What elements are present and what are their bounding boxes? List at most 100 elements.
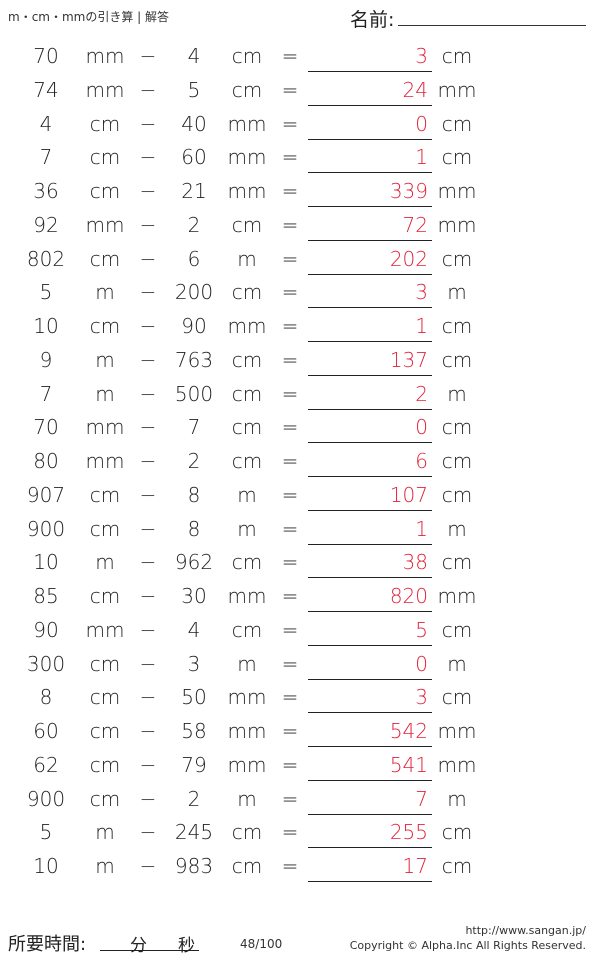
- first-number: 36: [33, 179, 59, 203]
- problem-row: 70 mm − 4 cm = 3 cm: [0, 39, 600, 73]
- second-unit: cm: [231, 617, 263, 642]
- second-number: 60: [181, 145, 207, 170]
- minus-sign: −: [139, 516, 157, 541]
- first-unit: cm: [89, 179, 121, 203]
- equals-sign: =: [281, 280, 299, 305]
- minus-sign: −: [139, 820, 157, 845]
- answer: 3: [415, 44, 428, 68]
- problem-row: 10 cm −90 mm = 1 cm: [0, 309, 600, 343]
- second-number: 7: [187, 415, 201, 440]
- copyright: Copyright © Alpha.Inc All Rights Reserve…: [349, 939, 586, 952]
- answer-line: [308, 746, 432, 747]
- second-number: 2: [187, 786, 201, 811]
- problem-row: 90 mm − 4 cm = 5 cm: [0, 613, 600, 647]
- second-unit: cm: [231, 854, 263, 878]
- minus-sign: −: [139, 111, 157, 136]
- minutes-label: 分: [130, 936, 147, 956]
- answer: 0: [415, 111, 428, 136]
- equals-sign: =: [281, 145, 299, 170]
- answer: 3: [415, 280, 428, 305]
- equals-sign: =: [281, 752, 299, 777]
- answer-line: [308, 341, 432, 342]
- problem-row: 5 m −200 cm = 3 m: [0, 275, 600, 309]
- problem-row: 7 cm −60 mm = 1 cm: [0, 140, 600, 174]
- problem-row: 907 cm −8 m = 107 cm: [0, 478, 600, 512]
- first-unit: m: [95, 347, 115, 372]
- second-number: 4: [187, 617, 201, 642]
- answer: 24: [402, 77, 428, 102]
- answer-unit: m: [447, 280, 467, 305]
- answer-unit: mm: [437, 752, 477, 777]
- answer-unit: cm: [441, 246, 473, 271]
- minus-sign: −: [139, 145, 157, 170]
- answer-line: [308, 813, 432, 815]
- site-url[interactable]: http://www.sangan.jp/: [465, 924, 586, 937]
- first-number: 4: [39, 111, 53, 136]
- second-number: 962: [174, 550, 214, 575]
- answer: 820: [389, 584, 428, 608]
- answer: 5: [415, 617, 428, 642]
- problem-row: 10 m −962 cm = 38 cm: [0, 545, 600, 579]
- answer: 255: [389, 820, 428, 845]
- second-unit: m: [237, 786, 257, 811]
- second-number: 8: [187, 516, 201, 541]
- problem-row: 36 cm −21 mm = 339 mm: [0, 174, 600, 208]
- minus-sign: −: [139, 685, 157, 710]
- minus-sign: −: [139, 347, 157, 372]
- first-unit: m: [95, 550, 115, 575]
- minus-sign: −: [139, 381, 157, 406]
- second-number: 40: [181, 111, 207, 136]
- minus-sign: −: [139, 854, 157, 878]
- minus-sign: −: [139, 550, 157, 575]
- worksheet-title: m・cm・mmの引き算 | 解答: [8, 10, 170, 24]
- problem-row: 802 cm −6 m = 202 cm: [0, 242, 600, 276]
- second-unit: mm: [227, 111, 267, 136]
- first-unit: cm: [89, 314, 121, 338]
- answer: 0: [415, 651, 428, 676]
- minus-sign: −: [139, 314, 157, 338]
- second-number: 2: [187, 212, 201, 237]
- first-unit: cm: [89, 516, 121, 541]
- answer-line: [308, 509, 432, 511]
- second-number: 2: [187, 449, 201, 473]
- second-unit: cm: [231, 415, 263, 440]
- first-number: 8: [39, 685, 53, 710]
- answer: 137: [389, 347, 428, 372]
- first-unit: cm: [89, 482, 121, 507]
- answer-unit: cm: [441, 820, 473, 845]
- answer: 7: [415, 786, 428, 811]
- first-unit: cm: [89, 145, 121, 170]
- equals-sign: =: [281, 415, 299, 440]
- minus-sign: −: [139, 246, 157, 271]
- answer-line: [308, 577, 432, 579]
- time-field-line: [100, 950, 199, 951]
- first-number: 85: [33, 584, 59, 608]
- answer-unit: cm: [441, 415, 473, 440]
- second-unit: mm: [227, 752, 267, 777]
- answer-line: [308, 374, 432, 376]
- first-number: 10: [33, 550, 59, 575]
- problem-row: 70 mm − 7 cm = 0 cm: [0, 410, 600, 444]
- problem-row: 900 cm −8 m = 1 m: [0, 512, 600, 546]
- first-unit: cm: [89, 111, 121, 136]
- problem-row: 9 m −763 cm = 137 cm: [0, 343, 600, 377]
- problem-row: 60 cm −58 mm = 542 mm: [0, 714, 600, 748]
- second-unit: cm: [231, 77, 263, 102]
- page-number: 48/100: [240, 937, 283, 951]
- minus-sign: −: [139, 482, 157, 507]
- first-number: 10: [33, 854, 59, 878]
- second-unit: cm: [231, 44, 263, 68]
- first-unit: m: [95, 820, 115, 845]
- minus-sign: −: [139, 212, 157, 237]
- minus-sign: −: [139, 584, 157, 608]
- equals-sign: =: [281, 617, 299, 642]
- minus-sign: −: [139, 77, 157, 102]
- second-unit: m: [237, 246, 257, 271]
- problem-row: 74 mm −5 cm = 24 mm: [0, 73, 600, 107]
- minus-sign: −: [139, 786, 157, 811]
- minus-sign: −: [139, 449, 157, 473]
- answer: 107: [389, 482, 428, 507]
- answer-line: [308, 678, 432, 680]
- answer-unit: cm: [441, 482, 473, 507]
- minus-sign: −: [139, 179, 157, 203]
